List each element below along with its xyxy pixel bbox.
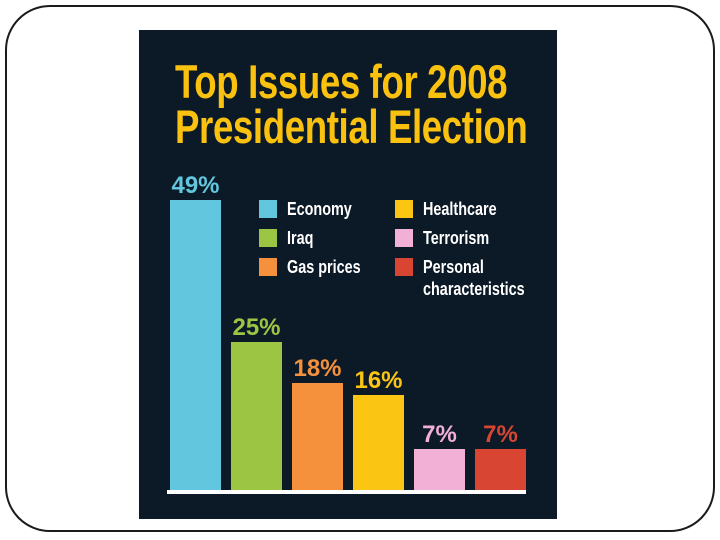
legend-swatch-economy — [259, 200, 277, 218]
legend-label-economy: Economy — [287, 199, 352, 219]
legend-swatch-healthcare — [395, 200, 413, 218]
bar-personal-characteristics — [475, 449, 526, 490]
legend-swatch-terrorism — [395, 229, 413, 247]
bar-economy — [170, 200, 221, 490]
bar-gas-prices — [292, 383, 343, 490]
bar-plot-area: 49% 25% 18% 16% 7% 7% — [139, 30, 557, 519]
legend-swatch-personal-characteristics — [395, 258, 413, 276]
legend-label-personal-characteristics: Personal characteristics — [423, 257, 525, 299]
title-line-1: Top Issues for 2008 — [175, 55, 508, 108]
bar-value-label-personal-characteristics: 7% — [483, 421, 518, 448]
bar-terrorism — [414, 449, 465, 490]
legend-label-healthcare: Healthcare — [423, 199, 497, 219]
legend-swatch-iraq — [259, 229, 277, 247]
bar-healthcare — [353, 395, 404, 490]
legend-swatch-gas-prices — [259, 258, 277, 276]
chart-legend: Economy Iraq Gas prices Healthcare Terrorism… — [139, 30, 557, 519]
legend-label-iraq: Iraq — [287, 228, 314, 248]
bar-value-label-terrorism: 7% — [422, 421, 457, 448]
axis-baseline — [167, 490, 526, 494]
bar-value-label-iraq: 25% — [232, 314, 281, 341]
bar-value-label-gas-prices: 18% — [293, 355, 342, 382]
chart-panel: Top Issues for 2008 Presidential Electio… — [139, 30, 557, 519]
legend-label-gas-prices: Gas prices — [287, 257, 361, 277]
bar-value-label-economy: 49% — [171, 172, 220, 199]
title-line-2: Presidential Election — [175, 100, 528, 153]
legend-label-terrorism: Terrorism — [423, 228, 490, 248]
slide-frame: Top Issues for 2008 Presidential Electio… — [5, 5, 715, 532]
chart-title: Top Issues for 2008 Presidential Electio… — [175, 55, 528, 153]
bar-iraq — [231, 342, 282, 490]
bar-value-label-healthcare: 16% — [354, 367, 403, 394]
